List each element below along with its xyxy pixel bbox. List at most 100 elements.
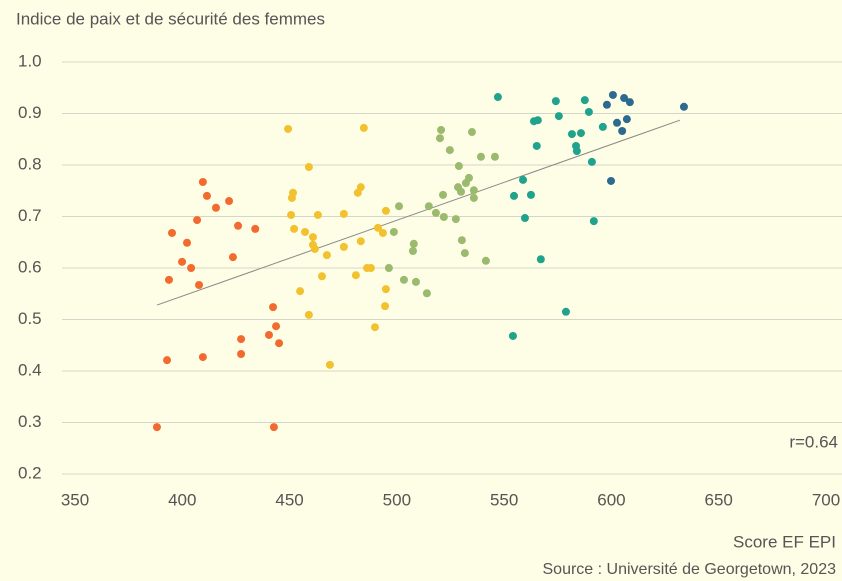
point [533,116,542,125]
point [572,147,581,156]
x-tick-label: 550 [490,490,518,509]
point [532,141,541,150]
point [399,275,408,284]
y-tick-label: 0.7 [18,206,42,225]
point [437,125,446,134]
point [389,227,398,236]
point [381,302,390,311]
point [237,350,246,359]
point [183,238,192,247]
point [164,275,173,284]
point [264,330,273,339]
point [325,360,334,369]
point [373,223,382,232]
point [476,152,485,161]
point [602,100,611,109]
point [490,152,499,161]
point [296,287,305,296]
point [424,202,433,211]
y-tick-label: 0.8 [18,154,42,173]
point [310,244,319,253]
point [178,257,187,266]
point [576,129,585,138]
point [237,335,246,344]
y-tick-label: 0.9 [18,103,42,122]
point [439,213,448,222]
point [313,210,322,219]
point [587,157,596,166]
point [536,255,545,264]
point [457,187,466,196]
point [198,353,207,362]
point [202,191,211,200]
point [435,134,444,143]
point [408,247,417,256]
point [554,112,563,121]
point [322,251,331,260]
point [580,96,589,105]
point [606,176,615,185]
point [366,264,375,272]
y-tick-label: 0.2 [18,463,42,482]
point [526,190,535,199]
point [613,118,622,127]
point [359,123,368,132]
point [225,197,234,206]
point [510,191,519,200]
point [454,162,463,171]
x-axis-label: Score EF EPI [733,532,836,551]
point [411,277,420,286]
point [519,175,528,184]
point [370,323,379,332]
point [234,221,243,230]
point [381,285,390,294]
annotation: r=0.64 [789,432,838,451]
point [567,130,576,139]
point [287,210,296,219]
point [481,256,490,265]
point [187,264,196,272]
point [339,242,348,251]
point [269,303,278,312]
y-tick-label: 0.5 [18,309,42,328]
point [622,115,631,124]
point [284,124,293,133]
point [317,272,326,281]
point [467,128,476,137]
point [422,289,431,298]
point [251,224,260,233]
point [356,237,365,246]
point [445,146,454,155]
point [561,307,570,316]
y-tick-label: 1.0 [18,51,42,70]
point [551,97,560,106]
y-tick-label: 0.3 [18,412,42,431]
point [469,193,478,202]
trend-line [156,119,681,306]
x-tick-label: 350 [61,490,89,509]
chart-title: Indice de paix et de sécurité des femmes [16,9,325,28]
point [198,177,207,186]
point [228,253,237,262]
point [378,228,387,237]
x-tick-label: 650 [705,490,733,509]
point [508,331,517,340]
point [308,233,317,242]
point [460,249,469,258]
point [152,423,161,432]
x-tick-label: 700 [812,490,840,509]
point [679,102,688,111]
x-tick-label: 600 [597,490,625,509]
point [431,208,440,217]
point [275,339,284,348]
source: Source : Université de Georgetown, 2023 [543,561,837,578]
point [381,206,390,215]
point [290,224,299,233]
point [272,322,281,331]
point [163,356,172,365]
x-tick-label: 500 [383,490,411,509]
point [304,163,313,172]
point [384,264,393,272]
